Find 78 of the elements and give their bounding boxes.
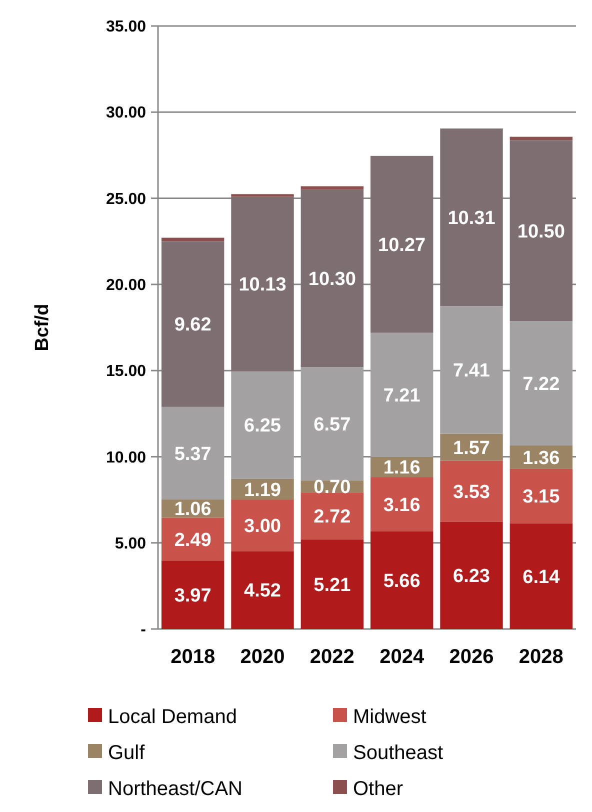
bar — [231, 499, 294, 552]
x-tick-label: 2024 — [380, 646, 425, 668]
data-label: 7.22 — [522, 374, 560, 395]
data-label: 7.21 — [383, 386, 421, 407]
data-label: 6.14 — [522, 566, 560, 588]
y-tick-label: - — [140, 622, 146, 639]
bar — [300, 186, 364, 190]
data-label: 3.16 — [383, 494, 420, 516]
data-label: 6.57 — [314, 414, 351, 436]
data-label: 5.37 — [174, 444, 212, 465]
bar — [440, 128, 503, 306]
bar — [440, 522, 503, 629]
data-label: 2.72 — [314, 506, 351, 528]
bar — [440, 460, 503, 522]
data-label: 3.15 — [522, 486, 560, 508]
bar — [510, 321, 573, 446]
y-tick-label: 20.00 — [106, 277, 146, 294]
bar — [231, 194, 294, 197]
data-label: 3.53 — [453, 482, 490, 503]
data-label: 1.57 — [453, 438, 490, 459]
legend-label: Gulf — [108, 742, 146, 764]
data-label: 10.30 — [308, 269, 356, 290]
bar — [161, 241, 224, 407]
bar — [231, 551, 294, 629]
bar — [370, 531, 434, 629]
data-label: 7.41 — [453, 360, 490, 382]
data-label: 4.52 — [244, 580, 281, 602]
bar — [300, 539, 364, 629]
bar — [300, 492, 364, 540]
bar — [161, 560, 224, 629]
x-tick-label: 2026 — [449, 646, 494, 668]
y-tick-label: 25.00 — [106, 190, 146, 208]
data-label: 1.06 — [174, 499, 212, 520]
bar — [510, 140, 573, 322]
bar — [440, 306, 503, 434]
bar — [370, 477, 434, 532]
x-tick-label: 2018 — [170, 646, 216, 668]
data-label: 10.13 — [238, 274, 286, 296]
x-tick-label: 2022 — [310, 646, 354, 668]
x-tick-label: 2020 — [240, 646, 285, 668]
data-label: 2.49 — [174, 530, 212, 551]
legend-label: Local Demand — [108, 706, 237, 728]
data-label: 1.16 — [383, 458, 420, 479]
data-label: 1.19 — [244, 480, 281, 501]
y-tick-label: 15.00 — [106, 363, 146, 380]
legend-label: Other — [353, 778, 404, 800]
data-label: 9.62 — [174, 314, 212, 336]
y-axis-title: Bcf/d — [32, 304, 53, 352]
legend-label: Southeast — [353, 742, 444, 764]
y-tick-label: 5.00 — [114, 535, 146, 552]
bar — [370, 332, 434, 458]
bar — [161, 238, 224, 242]
x-tick-label: 2028 — [518, 646, 564, 668]
data-label: 3.00 — [244, 516, 281, 537]
bar — [231, 196, 294, 372]
data-label: 5.21 — [314, 574, 352, 596]
data-label: 10.27 — [378, 235, 426, 256]
bar — [300, 190, 364, 368]
data-label: 10.31 — [448, 208, 496, 229]
data-label: 6.23 — [453, 566, 490, 587]
y-tick-label: 10.00 — [106, 449, 146, 466]
y-tick-label: 30.00 — [106, 104, 146, 122]
bar — [370, 156, 434, 333]
bar — [231, 371, 294, 479]
legend-label: Northeast/CAN — [108, 778, 242, 800]
data-label: 3.97 — [174, 585, 212, 606]
legend-label: Midwest — [353, 706, 427, 728]
bar — [161, 406, 224, 500]
y-tick-label: 35.00 — [106, 18, 146, 36]
data-label: 5.66 — [383, 570, 420, 592]
data-label: 0.70 — [314, 476, 351, 498]
bar — [510, 523, 573, 629]
data-label: 6.25 — [244, 416, 282, 437]
bar — [161, 518, 224, 561]
bar — [300, 367, 364, 480]
bar — [510, 468, 573, 524]
data-label: 1.36 — [522, 448, 560, 469]
data-label: 10.50 — [517, 221, 565, 242]
